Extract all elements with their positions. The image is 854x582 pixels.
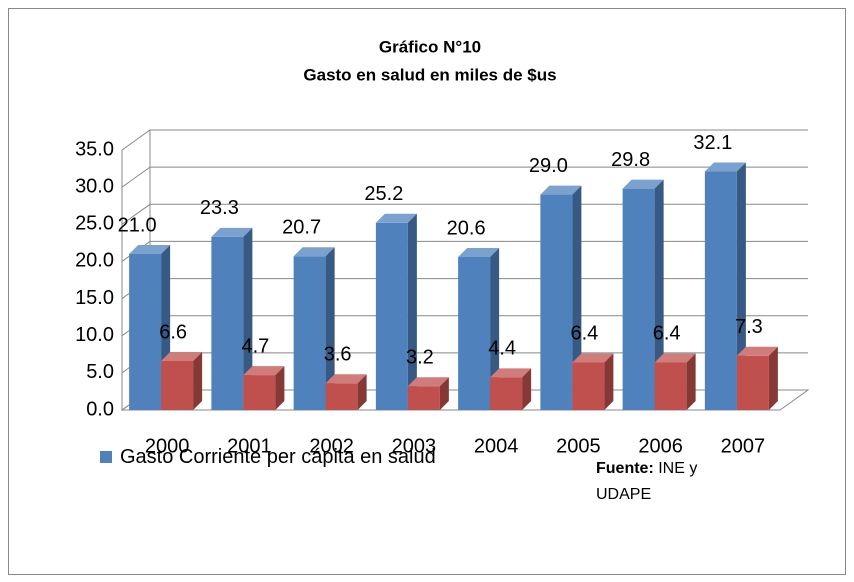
x-tick-label: 2006 bbox=[638, 435, 683, 457]
data-label: 20.6 bbox=[447, 217, 486, 239]
data-label: 25.2 bbox=[364, 183, 403, 205]
data-label: 7.3 bbox=[735, 316, 763, 338]
bar bbox=[654, 362, 687, 410]
bar-side bbox=[325, 247, 335, 410]
data-label: 29.0 bbox=[529, 155, 568, 177]
y-tick-label: 25.0 bbox=[75, 213, 114, 235]
data-label: 6.4 bbox=[570, 323, 598, 345]
bar-side bbox=[490, 247, 500, 410]
bar-top bbox=[211, 227, 253, 237]
bar bbox=[375, 222, 408, 410]
data-label: 23.3 bbox=[200, 197, 239, 219]
grid-line bbox=[121, 203, 808, 225]
y-tick-label: 30.0 bbox=[75, 175, 114, 197]
bar-top bbox=[407, 377, 449, 387]
bar-side bbox=[357, 374, 367, 410]
bar bbox=[490, 377, 523, 410]
bar bbox=[325, 383, 358, 410]
bar-side bbox=[439, 377, 449, 410]
chart-subtitle: Gasto en salud en miles de $us bbox=[303, 65, 556, 84]
y-tick-label: 0.0 bbox=[86, 398, 114, 420]
bar-top bbox=[325, 374, 367, 384]
legend-swatch bbox=[100, 451, 112, 463]
grid-line bbox=[121, 129, 808, 151]
bar-top bbox=[540, 185, 582, 195]
x-tick-label: 2003 bbox=[392, 435, 437, 457]
bar-top bbox=[161, 351, 203, 361]
legend-label: Gasto Corriente per cápita en salud bbox=[120, 446, 436, 468]
legend: Gasto Corriente per cápita en salud bbox=[100, 442, 460, 472]
bar-side bbox=[768, 346, 778, 410]
bar bbox=[540, 194, 573, 410]
bar bbox=[458, 256, 491, 410]
x-tick-label: 2001 bbox=[227, 435, 272, 457]
bar bbox=[622, 188, 655, 410]
bar-side bbox=[275, 366, 285, 410]
chart-title: Gráfico N°10 bbox=[379, 37, 481, 56]
source-text: INE y UDAPE bbox=[596, 460, 698, 503]
source-note: Fuente: INE y UDAPE bbox=[596, 456, 726, 508]
data-label: 32.1 bbox=[693, 132, 732, 154]
data-label: 3.2 bbox=[406, 347, 434, 369]
data-label: 4.7 bbox=[241, 335, 269, 357]
data-label: 20.7 bbox=[282, 217, 321, 239]
data-label: 29.8 bbox=[611, 149, 650, 171]
bar-side bbox=[243, 227, 253, 410]
bar bbox=[161, 360, 194, 410]
bar-side bbox=[572, 185, 582, 410]
bar bbox=[129, 254, 162, 410]
y-tick-label: 15.0 bbox=[75, 287, 114, 309]
bar bbox=[704, 171, 737, 410]
bar-top bbox=[622, 179, 664, 189]
bar bbox=[407, 386, 440, 410]
data-label: 6.4 bbox=[653, 323, 681, 345]
bar bbox=[572, 362, 605, 410]
bar-top bbox=[654, 353, 696, 363]
data-label: 3.6 bbox=[324, 344, 352, 366]
y-tick-label: 5.0 bbox=[86, 361, 114, 383]
bar-side bbox=[522, 368, 532, 410]
bar-top bbox=[243, 366, 285, 376]
bar-top bbox=[490, 368, 532, 378]
x-tick-label: 2007 bbox=[721, 435, 766, 457]
source-label: Fuente: bbox=[596, 460, 654, 477]
y-tick-label: 35.0 bbox=[75, 138, 114, 160]
bar-top bbox=[572, 353, 614, 363]
data-label: 4.4 bbox=[488, 338, 516, 360]
bar-side bbox=[736, 162, 746, 410]
bar-top bbox=[736, 346, 778, 356]
bar bbox=[243, 375, 276, 410]
y-tick-label: 20.0 bbox=[75, 250, 114, 272]
x-tick-label: 2002 bbox=[309, 435, 354, 457]
bar-top bbox=[375, 213, 417, 223]
bar-top bbox=[458, 247, 500, 257]
x-tick-label: 2000 bbox=[145, 435, 190, 457]
bar-side bbox=[686, 353, 696, 410]
bar bbox=[211, 236, 244, 410]
bar bbox=[293, 256, 326, 410]
bar-side bbox=[654, 179, 664, 410]
bar-side bbox=[407, 213, 417, 410]
bar bbox=[736, 355, 769, 410]
bar-side bbox=[193, 351, 203, 410]
data-label: 6.6 bbox=[159, 321, 187, 343]
bar-top bbox=[129, 245, 171, 254]
bar-side bbox=[604, 353, 614, 410]
x-tick-label: 2004 bbox=[474, 435, 519, 457]
bar-top bbox=[293, 247, 335, 257]
y-tick-label: 10.0 bbox=[75, 324, 114, 346]
grid-line bbox=[121, 166, 808, 188]
bar-top bbox=[704, 162, 746, 172]
data-label: 21.0 bbox=[118, 214, 157, 236]
x-tick-label: 2005 bbox=[556, 435, 601, 457]
